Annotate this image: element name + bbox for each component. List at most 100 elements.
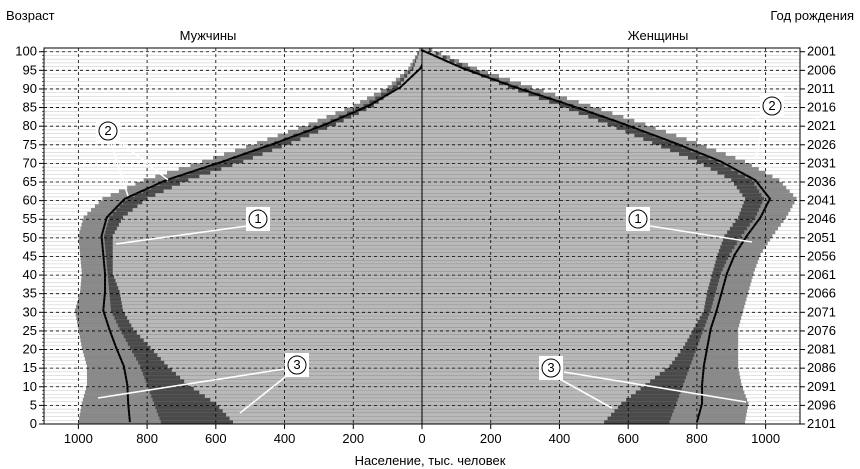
bar-age-29 bbox=[422, 312, 702, 317]
age-tick-label: 0 bbox=[30, 416, 37, 431]
bar-age-77 bbox=[422, 133, 635, 138]
bar-age-36 bbox=[118, 286, 422, 290]
x-tick-label: 0 bbox=[418, 431, 425, 446]
year-tick-label: 2096 bbox=[807, 397, 836, 412]
bar-age-3 bbox=[422, 409, 615, 413]
x-tick-label: 600 bbox=[617, 431, 639, 446]
female-label: Женщины bbox=[628, 28, 689, 43]
bar-age-80 bbox=[336, 122, 422, 127]
bar-age-92 bbox=[404, 77, 422, 82]
year-tick-label: 2101 bbox=[807, 416, 836, 431]
bar-age-64 bbox=[180, 182, 422, 186]
bar-age-38 bbox=[422, 278, 711, 283]
bar-age-52 bbox=[422, 226, 730, 231]
bar-age-59 bbox=[142, 200, 422, 205]
bar-age-56 bbox=[422, 211, 740, 216]
left-axis-title: Возраст bbox=[6, 8, 55, 23]
bar-age-96 bbox=[422, 62, 457, 67]
bar-age-73 bbox=[422, 148, 671, 153]
bar-age-34 bbox=[422, 293, 707, 298]
bar-age-90 bbox=[397, 85, 422, 89]
year-tick-label: 2046 bbox=[807, 211, 836, 226]
x-tick-label: 400 bbox=[549, 431, 571, 446]
female-median-line bbox=[420, 48, 772, 423]
bar-age-48 bbox=[422, 241, 722, 246]
bar-age-9 bbox=[422, 386, 641, 391]
year-tick-label: 2061 bbox=[807, 267, 836, 282]
year-tick-label: 2011 bbox=[807, 81, 835, 96]
bar-age-27 bbox=[422, 319, 698, 324]
age-tick-label: 90 bbox=[23, 81, 37, 96]
bar-age-29 bbox=[125, 312, 423, 317]
bar-age-68 bbox=[221, 167, 422, 171]
bar-age-23 bbox=[422, 334, 690, 339]
bar-age-76 bbox=[422, 137, 644, 142]
bar-age-97 bbox=[422, 59, 450, 63]
bar-age-4 bbox=[422, 405, 618, 410]
bar-age-67 bbox=[210, 170, 422, 175]
bar-age-42 bbox=[422, 263, 715, 268]
callout-circle bbox=[248, 209, 268, 229]
callout-pointer bbox=[563, 371, 747, 403]
bar-age-18 bbox=[422, 353, 678, 357]
bar-age-75 bbox=[422, 141, 653, 145]
bar-age-3 bbox=[222, 409, 422, 413]
bar-age-62 bbox=[422, 189, 740, 194]
bar-age-59 bbox=[422, 200, 744, 205]
bar-age-11 bbox=[184, 379, 422, 384]
bar-age-91 bbox=[422, 81, 499, 86]
bar-age-25 bbox=[422, 327, 694, 331]
bar-age-47 bbox=[422, 245, 721, 250]
bar-age-12 bbox=[180, 375, 422, 380]
callout-pointer bbox=[755, 112, 767, 159]
x-tick-label: 1000 bbox=[751, 431, 780, 446]
callout-pointer bbox=[555, 376, 613, 409]
bar-age-41 bbox=[112, 267, 423, 272]
callout-circle bbox=[287, 355, 307, 375]
bar-age-63 bbox=[422, 185, 737, 190]
bar-age-42 bbox=[112, 263, 423, 268]
bar-age-19 bbox=[422, 349, 681, 354]
year-tick-label: 2016 bbox=[807, 100, 836, 115]
bar-age-83 bbox=[422, 111, 579, 116]
bar-age-43 bbox=[422, 260, 716, 264]
bar-age-60 bbox=[422, 196, 746, 201]
axes: 1000 800 600 400 200 0 200 400 600 800 1000 0 5 10 15 2… bbox=[15, 44, 836, 446]
bar-age-69 bbox=[232, 163, 422, 168]
bar-age-84 bbox=[422, 107, 570, 112]
age-tick-label: 5 bbox=[30, 397, 37, 412]
bar-age-64 bbox=[422, 182, 735, 186]
bar-age-19 bbox=[153, 349, 423, 354]
bar-age-66 bbox=[199, 174, 422, 179]
bar-age-93 bbox=[407, 74, 422, 78]
bar-age-35 bbox=[119, 289, 422, 294]
bar-age-95 bbox=[413, 66, 422, 71]
year-tick-label: 2056 bbox=[807, 248, 836, 263]
x-tick-label: 800 bbox=[136, 431, 158, 446]
year-tick-label: 2066 bbox=[807, 286, 836, 301]
bar-age-49 bbox=[422, 237, 724, 242]
callout-pointer bbox=[97, 368, 285, 399]
year-tick-label: 2086 bbox=[807, 360, 836, 375]
bar-age-46 bbox=[112, 249, 423, 253]
male-median-line bbox=[100, 49, 431, 423]
year-tick-label: 2021 bbox=[807, 118, 836, 133]
bar-age-2 bbox=[422, 412, 611, 417]
bar-age-1 bbox=[229, 416, 422, 421]
bar-age-76 bbox=[300, 137, 422, 142]
bar-age-61 bbox=[155, 193, 422, 197]
bar-age-34 bbox=[120, 293, 423, 298]
bar-age-87 bbox=[422, 96, 539, 101]
year-tick-label: 2051 bbox=[807, 230, 836, 245]
age-tick-label: 100 bbox=[15, 44, 37, 59]
age-tick-label: 65 bbox=[23, 174, 37, 189]
bar-age-92 bbox=[422, 77, 491, 82]
callout-pointer bbox=[649, 225, 753, 243]
bar-age-86 bbox=[422, 100, 550, 104]
bar-age-86 bbox=[378, 100, 422, 104]
bar-age-66 bbox=[422, 174, 725, 179]
bar-age-85 bbox=[422, 103, 560, 108]
bar-age-89 bbox=[422, 88, 519, 93]
female-inner-band bbox=[422, 48, 746, 424]
bar-age-7 bbox=[422, 394, 631, 398]
